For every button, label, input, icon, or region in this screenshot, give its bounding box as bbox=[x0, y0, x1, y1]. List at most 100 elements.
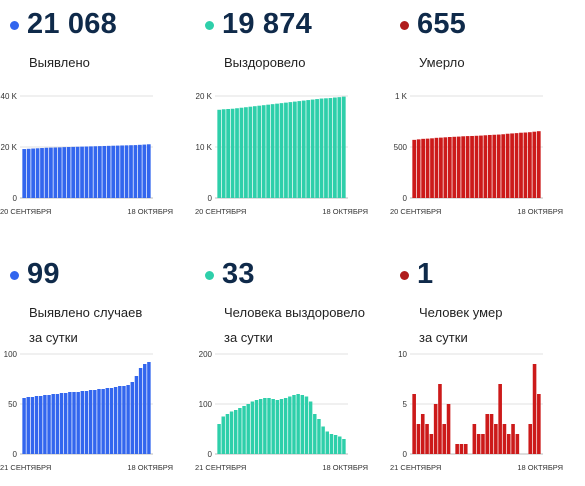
bar bbox=[51, 394, 55, 454]
bar bbox=[44, 147, 49, 198]
bar bbox=[138, 368, 143, 454]
stat-panel: 33 Человека выздоровело за сутки 0 100 200 21 … bbox=[195, 250, 385, 486]
bar bbox=[109, 388, 114, 454]
bar bbox=[505, 133, 510, 198]
y-tick-label: 100 bbox=[4, 350, 18, 359]
bar bbox=[230, 108, 235, 198]
bar bbox=[62, 147, 67, 198]
bar bbox=[40, 148, 44, 198]
bar bbox=[75, 146, 80, 198]
bar bbox=[84, 146, 89, 198]
bar bbox=[43, 395, 47, 454]
bar bbox=[329, 434, 334, 454]
total-value: 655 bbox=[417, 8, 466, 40]
bar bbox=[38, 396, 43, 454]
bar bbox=[30, 397, 35, 454]
y-tick-label: 200 bbox=[199, 350, 213, 359]
series-dot-icon bbox=[400, 21, 409, 30]
bar bbox=[483, 135, 488, 198]
bar bbox=[532, 364, 537, 454]
bar bbox=[455, 444, 459, 454]
bar bbox=[242, 406, 246, 454]
total-value: 19 874 bbox=[222, 8, 312, 40]
bar bbox=[143, 364, 147, 454]
bar bbox=[134, 376, 139, 454]
bar bbox=[248, 106, 253, 198]
bar bbox=[341, 96, 346, 198]
bar bbox=[514, 133, 519, 198]
bar bbox=[434, 137, 439, 198]
bar bbox=[456, 136, 461, 198]
bar bbox=[528, 424, 533, 454]
bar bbox=[308, 401, 313, 454]
bar bbox=[421, 138, 425, 198]
bar bbox=[412, 394, 416, 454]
bar bbox=[66, 147, 71, 198]
stat-label: Выявлено случаев bbox=[29, 305, 143, 320]
bar bbox=[498, 384, 502, 454]
y-tick-label: 1 K bbox=[395, 92, 408, 101]
stat-panel: 19 874 Выздоровело 0 10 K 20 K 20 СЕНТЯБРЯ 18 … bbox=[195, 0, 385, 236]
total-value: 21 068 bbox=[27, 8, 117, 40]
bar bbox=[34, 396, 39, 454]
x-start-label: 20 СЕНТЯБРЯ bbox=[195, 207, 246, 216]
bar bbox=[447, 137, 452, 198]
bar bbox=[459, 444, 464, 454]
stat-label: за сутки bbox=[419, 330, 468, 345]
bar bbox=[476, 434, 481, 454]
bar bbox=[106, 145, 111, 198]
bar bbox=[502, 424, 507, 454]
bar bbox=[292, 395, 296, 454]
bar bbox=[315, 99, 319, 198]
y-tick-label: 0 bbox=[208, 450, 213, 459]
bar bbox=[416, 139, 421, 198]
bar bbox=[321, 426, 325, 454]
bar bbox=[217, 109, 222, 198]
bar bbox=[68, 392, 72, 454]
bar bbox=[479, 135, 483, 198]
x-end-label: 18 ОКТЯБРЯ bbox=[517, 463, 563, 472]
bar bbox=[489, 414, 494, 454]
bar bbox=[239, 107, 244, 198]
chart-svg: 0 500 1 K 20 СЕНТЯБРЯ 18 ОКТЯБРЯ bbox=[390, 92, 563, 216]
bar bbox=[97, 389, 101, 454]
bar bbox=[217, 424, 221, 454]
bar bbox=[76, 392, 80, 454]
bar bbox=[501, 134, 506, 198]
chart-svg: 0 20 K 40 K 20 СЕНТЯБРЯ 18 ОКТЯБРЯ bbox=[0, 92, 173, 216]
total-value: 99 bbox=[27, 258, 60, 290]
bar bbox=[506, 434, 511, 454]
bar bbox=[35, 148, 40, 198]
bar bbox=[246, 404, 250, 454]
bar bbox=[342, 439, 346, 454]
chart-svg: 0 5 10 21 СЕНТЯБРЯ 18 ОКТЯБРЯ bbox=[390, 350, 563, 472]
bar bbox=[338, 436, 342, 454]
bar bbox=[142, 144, 147, 198]
bar bbox=[244, 107, 248, 198]
bar bbox=[252, 106, 257, 198]
bar bbox=[250, 401, 255, 454]
bar bbox=[511, 424, 515, 454]
x-end-label: 18 ОКТЯБРЯ bbox=[322, 207, 368, 216]
bar bbox=[297, 101, 302, 198]
bar bbox=[47, 395, 51, 454]
total-value: 33 bbox=[222, 258, 255, 290]
bar bbox=[324, 98, 328, 198]
bar bbox=[420, 414, 425, 454]
y-tick-label: 20 K bbox=[196, 92, 213, 101]
bar bbox=[487, 134, 492, 198]
bar bbox=[412, 139, 417, 198]
total-value: 1 bbox=[417, 258, 434, 290]
stat-panel: 99 Выявлено случаев за сутки 0 50 100 21 СЕНТЯ… bbox=[0, 250, 190, 486]
bar bbox=[53, 147, 58, 198]
bar bbox=[55, 394, 60, 454]
bar bbox=[279, 103, 284, 198]
bar bbox=[270, 104, 275, 198]
bar bbox=[442, 424, 447, 454]
x-start-label: 21 СЕНТЯБРЯ bbox=[0, 463, 51, 472]
series-dot-icon bbox=[400, 271, 409, 280]
bar bbox=[111, 145, 116, 198]
bar bbox=[130, 382, 135, 454]
bar bbox=[129, 145, 133, 198]
bar bbox=[446, 404, 451, 454]
